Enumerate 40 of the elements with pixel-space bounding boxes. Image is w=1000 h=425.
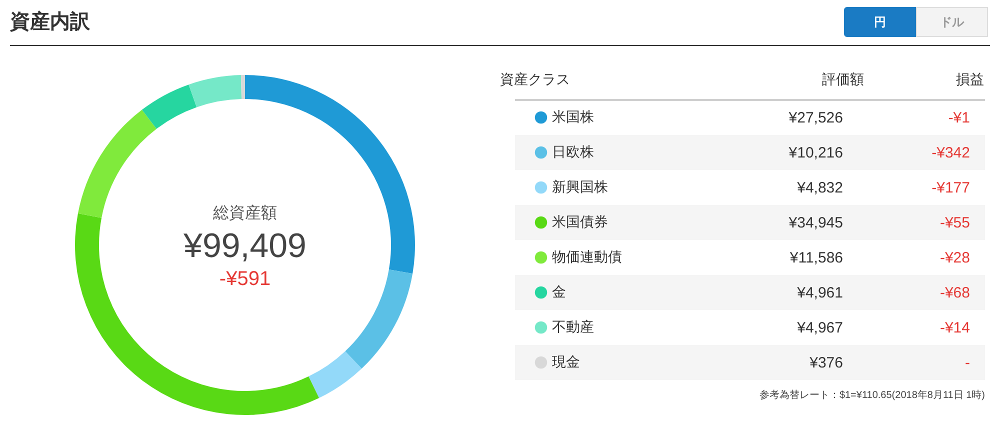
chart-title: 資産内訳 <box>10 10 90 35</box>
text: -¥14 <box>940 320 970 336</box>
legend-label: 米国債券 <box>552 214 608 230</box>
text: -¥55 <box>940 214 970 232</box>
text: -¥1 <box>948 110 970 126</box>
text: -¥28 <box>940 250 970 266</box>
text: 参考為替レート：$1=¥110.65(2018年8月11日 1時) <box>759 389 985 401</box>
legend-label: 不動産 <box>552 318 594 334</box>
text: 総資産額 <box>212 204 277 222</box>
data-label: ¥11,586 <box>788 250 843 266</box>
text: -¥68 <box>940 284 970 302</box>
legend-label: 米国株 <box>552 108 594 124</box>
legend-label: 新興国株 <box>552 178 608 194</box>
text: 円 <box>844 7 916 37</box>
text: 評価額 <box>822 71 864 87</box>
data-label: ¥4,832 <box>796 180 843 196</box>
legend-label: 物価連動債 <box>552 248 622 264</box>
legend-label: 日欧株 <box>552 144 594 160</box>
text: -¥591 <box>219 268 271 290</box>
text: ¥99,409 <box>182 227 306 265</box>
text: ドル <box>916 7 988 37</box>
donut-slice <box>142 84 197 129</box>
donut-slice <box>78 110 156 218</box>
data-label: ¥10,216 <box>788 144 843 162</box>
legend-label: 現金 <box>552 354 580 370</box>
data-label: ¥4,967 <box>796 320 843 336</box>
donut-slice <box>308 351 362 398</box>
text: - <box>965 354 970 372</box>
data-label: ¥4,961 <box>796 284 843 302</box>
donut-slice <box>188 75 242 108</box>
text: 資産クラス <box>500 71 570 87</box>
text: 損益 <box>956 71 984 87</box>
text: -¥177 <box>932 180 970 196</box>
data-label: ¥34,945 <box>788 214 843 232</box>
data-label: ¥27,526 <box>788 110 843 126</box>
donut-slice <box>345 270 413 369</box>
donut-slice <box>240 75 245 100</box>
data-label: ¥376 <box>808 354 843 372</box>
text: -¥342 <box>932 144 970 162</box>
legend-label: 金 <box>552 284 566 300</box>
